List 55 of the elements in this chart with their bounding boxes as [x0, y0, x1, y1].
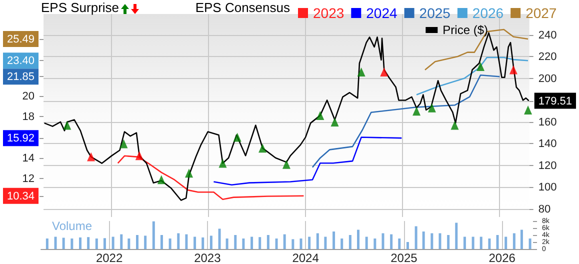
- point: [135, 151, 144, 160]
- point: [258, 144, 267, 153]
- annotation: EPS Surprise: [41, 0, 120, 15]
- point: [87, 152, 96, 162]
- point: [63, 120, 72, 130]
- y-tick-label: 21.85: [6, 71, 35, 84]
- y2-tick-label: 80: [538, 203, 551, 216]
- y2-tick-label: 200: [538, 72, 557, 85]
- line-series: [213, 136, 402, 186]
- x-tick-label: 2023: [194, 251, 222, 264]
- point: [218, 158, 227, 168]
- point: [233, 132, 242, 142]
- y-tick-label: 15.92: [6, 132, 35, 145]
- legend-label: Volume: [52, 219, 92, 233]
- point: [509, 65, 518, 74]
- line-series: [312, 74, 500, 168]
- point: [316, 110, 324, 120]
- point: [157, 175, 166, 184]
- point: [476, 62, 485, 72]
- point: [428, 103, 436, 112]
- legend-label: 2024: [366, 5, 398, 21]
- point: [357, 67, 366, 76]
- legend-label: 2027: [526, 5, 557, 21]
- point: [185, 168, 194, 178]
- point: [282, 160, 290, 169]
- x-tick-label: 2024: [292, 251, 320, 264]
- legend-label: Price ($): [442, 23, 488, 37]
- y2-tick-label: 100: [538, 182, 557, 194]
- y2-tick-label: 240: [538, 29, 557, 42]
- point: [330, 117, 339, 126]
- line-series: [416, 56, 529, 96]
- y-tick-label: 25.49: [6, 33, 35, 46]
- point: [450, 120, 459, 130]
- legend-label: 2023: [313, 5, 344, 21]
- y-tick-label: 12: [22, 173, 35, 186]
- x-tick-label: 2022: [96, 251, 123, 264]
- legend-title: EPS Consensus: [195, 0, 290, 15]
- point: [120, 139, 128, 148]
- y-tick-label: 20: [22, 90, 35, 102]
- x-tick-label: 2025: [390, 251, 418, 264]
- legend-label: 2026: [472, 5, 504, 21]
- y2-tick-label: 140: [538, 138, 557, 150]
- y2-tick-label: 120: [538, 160, 557, 172]
- x-tick-label: 2026: [488, 251, 516, 264]
- point: [412, 106, 421, 116]
- y-tick-label: 18: [22, 111, 35, 124]
- legend-label: 2025: [419, 5, 451, 21]
- y-tick-label: 14: [22, 152, 35, 164]
- y2-tick-label: 160: [538, 116, 557, 128]
- point: [380, 67, 388, 76]
- y2-tick-label: 179.51: [538, 95, 572, 108]
- y-tick-label: 23.40: [6, 55, 35, 68]
- y2-tick-label: 220: [538, 51, 557, 64]
- point: [524, 106, 532, 115]
- y-tick-label: 10.34: [6, 190, 35, 202]
